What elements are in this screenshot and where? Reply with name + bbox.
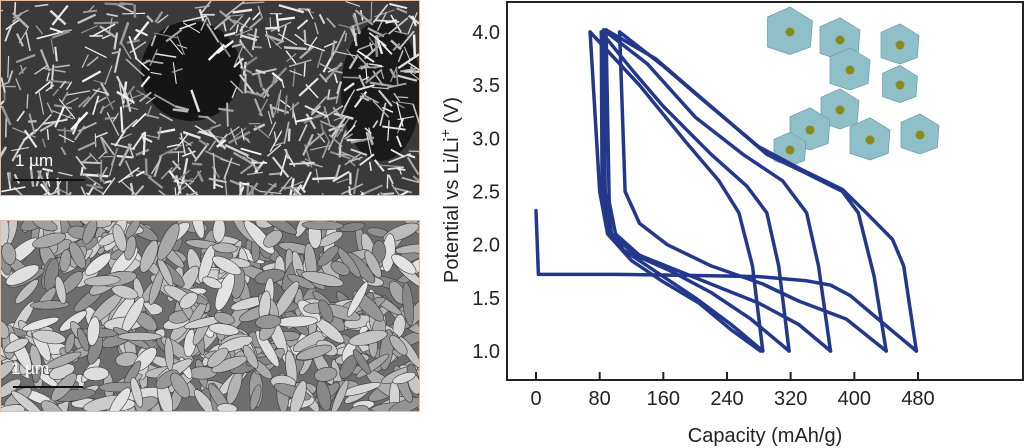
cycle-curve-5	[601, 28, 833, 353]
y-axis-title-sup: +	[437, 129, 453, 137]
cycle-curve-10	[588, 30, 763, 353]
voltage-capacity-chart: 0 80 160 240 320 400 480 1.0 1.5 2.0 2.5 3.0 3.5 4.0…	[437, 1, 1024, 447]
cycle-curve-9	[588, 30, 765, 353]
atom	[915, 130, 925, 140]
cycle-curve-6	[601, 28, 791, 353]
crystal-structure-inset	[767, 6, 940, 167]
x-tick-label: 160	[647, 388, 680, 410]
y-axis-title-main: Potential vs Li/Li	[441, 137, 463, 283]
y-tick-label: 1.5	[472, 288, 500, 310]
x-tick-label: 0	[530, 388, 541, 410]
y-tick-label: 4.0	[472, 22, 500, 44]
atom	[895, 80, 905, 90]
y-tick-label: 2.5	[472, 182, 500, 204]
y-tick-label: 3.5	[472, 75, 500, 97]
x-tick-label: 400	[838, 388, 871, 410]
scale-bar	[13, 386, 83, 388]
atom	[865, 135, 875, 145]
y-tick-label: 1.0	[472, 341, 500, 363]
cycle-curve-3	[604, 28, 888, 353]
cycle-curve-2	[617, 30, 888, 353]
x-tick-label: 320	[774, 388, 807, 410]
x-tick-label: 80	[589, 388, 611, 410]
y-tick-label: 2.0	[472, 235, 500, 257]
cycle-curve-1	[617, 30, 919, 353]
cycle-curve-0	[534, 208, 919, 353]
y-tick-label: 3.0	[472, 128, 500, 150]
atom	[845, 65, 855, 75]
scale-bar	[13, 179, 85, 181]
scale-label: 1 µm	[11, 359, 50, 378]
sem-image-nanosheets: 1 µm	[0, 0, 420, 196]
y-axis-title: Potential vs Li/Li+ (V)	[437, 97, 463, 283]
y-axis-title-unit: (V)	[441, 97, 463, 129]
sem-texture	[1, 1, 419, 195]
atom	[785, 27, 795, 37]
sem-image-nanorods: 1 µm	[0, 220, 420, 412]
plot-frame	[506, 1, 1024, 381]
cycle-curve-7	[599, 30, 791, 353]
scale-label: 1 µm	[15, 151, 54, 170]
atom	[835, 105, 845, 115]
cycle-curve-8	[599, 30, 765, 353]
atom	[835, 35, 845, 45]
x-tick-label: 480	[901, 388, 934, 410]
sem-texture	[1, 221, 419, 411]
x-tick-label: 240	[710, 388, 743, 410]
atom	[895, 40, 905, 50]
x-axis-title: Capacity (mAh/g)	[688, 425, 843, 447]
atom	[785, 145, 795, 155]
atom	[805, 125, 815, 135]
